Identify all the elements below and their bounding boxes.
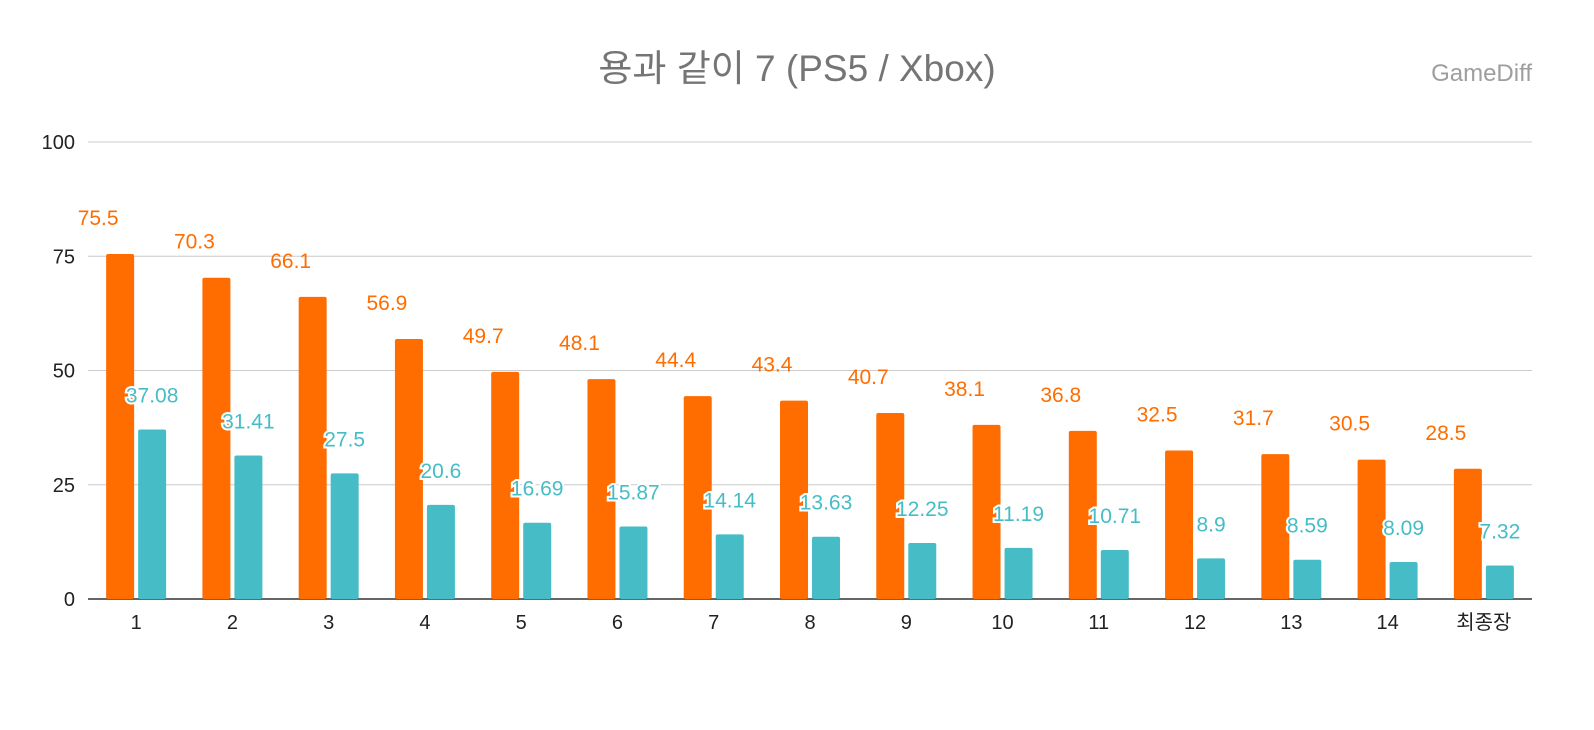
data-label-xbox: 16.69 — [511, 478, 564, 501]
bar-ps5 — [1357, 459, 1386, 599]
bar-xbox — [1197, 558, 1226, 599]
data-label-xbox: 13.63 — [800, 492, 853, 515]
bar-xbox — [1485, 565, 1514, 599]
x-tick-label: 12 — [1184, 612, 1206, 634]
y-tick-label: 50 — [53, 361, 75, 383]
bar-ps5 — [298, 296, 327, 599]
data-label-xbox: 11.19 — [993, 503, 1044, 526]
y-tick-label: 0 — [64, 589, 75, 611]
data-label-xbox: 10.71 — [1089, 505, 1142, 528]
x-tick-label: 4 — [419, 612, 430, 634]
data-label-xbox: 31.41 — [222, 410, 275, 433]
data-label-xbox: 20.6 — [420, 460, 461, 483]
data-label-ps5: 40.7 — [848, 366, 889, 389]
chart-title: 용과 같이 7 (PS5 / Xbox) — [598, 48, 996, 89]
bar-ps5 — [202, 277, 231, 599]
data-label-xbox: 8.09 — [1383, 517, 1424, 540]
data-label-ps5: 56.9 — [366, 292, 407, 315]
bar-xbox — [1293, 559, 1322, 599]
x-tick-label: 14 — [1376, 612, 1398, 634]
x-tick-label: 1 — [131, 612, 142, 634]
data-label-xbox: 8.59 — [1287, 515, 1328, 538]
watermark: GameDiff — [1431, 60, 1532, 87]
bar-ps5 — [106, 253, 135, 599]
bar-ps5 — [876, 413, 905, 599]
data-label-ps5: 70.3 — [174, 231, 215, 254]
data-label-ps5: 75.5 — [78, 207, 119, 230]
bar-xbox — [1004, 547, 1033, 599]
bar-ps5 — [1453, 468, 1482, 599]
x-tick-label: 10 — [991, 612, 1013, 634]
bar-ps5 — [394, 338, 423, 599]
bar-xbox — [138, 429, 167, 599]
data-label-ps5: 48.1 — [559, 332, 600, 355]
y-tick-label: 100 — [42, 132, 75, 154]
gridlines — [88, 141, 1532, 600]
bar-ps5 — [1165, 450, 1194, 599]
bar-xbox — [908, 543, 937, 599]
bar-ps5 — [972, 424, 1001, 599]
x-tick-label: 2 — [227, 612, 238, 634]
x-tick-label: 3 — [323, 612, 334, 634]
y-tick-label: 25 — [53, 475, 75, 497]
bar-ps5 — [683, 396, 712, 599]
x-tick-label: 9 — [901, 612, 912, 634]
x-tick-label: 5 — [516, 612, 527, 634]
data-label-ps5: 66.1 — [270, 250, 311, 273]
data-label-xbox: 8.9 — [1196, 513, 1225, 536]
x-axis-ticks: 1 2 3 4 5 6 7 8 9 10 11 12 13 14 최종장 — [131, 611, 1512, 634]
data-label-xbox: 27.5 — [324, 428, 365, 451]
data-label-xbox: 37.08 — [126, 385, 179, 408]
data-label-ps5: 44.4 — [655, 349, 696, 372]
bar-xbox — [1389, 562, 1418, 599]
bars — [106, 253, 1514, 599]
x-tick-label: 8 — [804, 612, 815, 634]
bar-ps5 — [491, 371, 520, 599]
data-label-ps5: 32.5 — [1137, 403, 1178, 426]
data-label-xbox: 7.32 — [1479, 521, 1520, 544]
bar-xbox — [330, 473, 359, 599]
x-tick-label: 7 — [708, 612, 719, 634]
bar-ps5 — [780, 400, 808, 599]
bar-xbox — [523, 522, 552, 599]
data-label-ps5: 36.8 — [1040, 384, 1081, 407]
data-labels: 75.5 37.08 70.3 31.41 66.1 27.5 56.9 20.6 49.7 16… — [78, 207, 1523, 546]
data-label-ps5: 31.7 — [1233, 407, 1274, 430]
bar-xbox — [1100, 550, 1129, 599]
bar-xbox — [619, 526, 648, 599]
x-tick-label: 13 — [1280, 612, 1302, 634]
bar-xbox — [715, 534, 744, 599]
x-tick-label: 최종장 — [1456, 611, 1511, 634]
x-tick-label: 6 — [612, 612, 623, 634]
bar-ps5 — [1261, 454, 1290, 599]
y-axis-ticks: 0 25 50 75 100 — [42, 132, 75, 611]
data-label-ps5: 49.7 — [463, 325, 504, 348]
data-label-xbox: 14.14 — [703, 489, 756, 512]
bar-ps5 — [587, 379, 616, 599]
data-label-ps5: 30.5 — [1329, 413, 1370, 436]
x-tick-label: 11 — [1088, 612, 1109, 634]
data-label-ps5: 38.1 — [944, 378, 985, 401]
bar-ps5 — [1068, 430, 1097, 599]
data-label-ps5: 43.4 — [752, 354, 793, 377]
data-label-xbox: 15.87 — [607, 481, 660, 504]
bar-xbox — [234, 455, 263, 599]
bar-xbox — [426, 504, 455, 599]
data-label-ps5: 28.5 — [1425, 422, 1466, 445]
bar-xbox — [812, 536, 840, 599]
y-tick-label: 75 — [53, 246, 75, 268]
data-label-xbox: 12.25 — [896, 498, 949, 521]
